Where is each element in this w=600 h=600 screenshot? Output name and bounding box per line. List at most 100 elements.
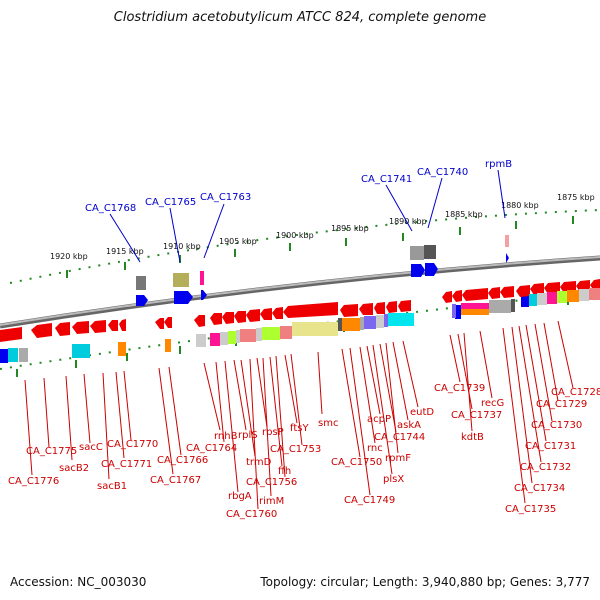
gene-label[interactable]: acpP xyxy=(367,414,391,425)
gene-arrow[interactable] xyxy=(0,327,22,342)
gene-arrow[interactable] xyxy=(374,302,385,314)
feature-box[interactable] xyxy=(384,314,388,327)
gene-label[interactable]: CA_C1731 xyxy=(525,441,576,452)
feature-box[interactable] xyxy=(236,330,240,343)
feature-box[interactable] xyxy=(505,235,509,247)
gene-label[interactable]: CA_C1756 xyxy=(246,477,297,488)
gene-label[interactable]: CA_C1735 xyxy=(505,504,556,515)
forward-features[interactable] xyxy=(136,235,509,290)
gene-label[interactable]: CA_C1732 xyxy=(520,462,571,473)
gene-label[interactable]: CA_C1737 xyxy=(451,410,502,421)
feature-box[interactable] xyxy=(118,342,126,356)
gene-label[interactable]: ffh xyxy=(278,466,291,477)
gene-label[interactable]: CA_C1770 xyxy=(107,439,158,450)
gene-label[interactable]: rpmB xyxy=(485,159,512,170)
feature-box[interactable] xyxy=(589,288,600,300)
feature-box[interactable] xyxy=(136,276,146,290)
feature-box[interactable] xyxy=(342,318,360,331)
feature-box[interactable] xyxy=(410,246,424,260)
feature-box[interactable] xyxy=(165,339,171,352)
gene-arrow[interactable] xyxy=(530,283,544,295)
gene-arrow[interactable] xyxy=(194,315,205,327)
feature-box[interactable] xyxy=(338,318,342,331)
gene-label[interactable]: CA_C1776 xyxy=(8,476,59,487)
gene-arrow[interactable] xyxy=(72,321,89,334)
feature-box[interactable] xyxy=(280,326,292,339)
gene-arrow[interactable] xyxy=(55,322,70,336)
gene-label[interactable]: CA_C1739 xyxy=(434,383,485,394)
gene-arrow[interactable] xyxy=(544,282,560,294)
gene-label[interactable]: rbgA xyxy=(228,491,252,502)
feature-box[interactable] xyxy=(579,289,589,301)
gene-arrow[interactable] xyxy=(411,264,425,277)
gene-label[interactable]: CA_C1730 xyxy=(531,420,582,431)
gene-label[interactable]: rimM xyxy=(259,496,284,507)
gene-label[interactable]: trmD xyxy=(246,457,272,468)
feature-box[interactable] xyxy=(200,271,204,285)
gene-arrow[interactable] xyxy=(425,263,438,276)
gene-label[interactable]: rplS xyxy=(238,430,258,441)
gene-label[interactable]: smc xyxy=(318,418,338,429)
reverse-genes[interactable] xyxy=(0,279,600,342)
gene-arrow[interactable] xyxy=(398,300,411,312)
gene-label[interactable]: plsX xyxy=(383,474,404,485)
gene-arrow[interactable] xyxy=(90,320,106,333)
gene-label[interactable]: CA_C1728 xyxy=(551,387,600,398)
feature-box[interactable] xyxy=(547,292,557,304)
gene-label[interactable]: CA_C1753 xyxy=(270,444,321,455)
gene-label[interactable]: ftsY xyxy=(290,423,309,434)
gene-arrow[interactable] xyxy=(119,319,126,331)
gene-arrow[interactable] xyxy=(516,285,530,297)
gene-arrow[interactable] xyxy=(210,313,222,325)
gene-label[interactable]: sacB2 xyxy=(59,463,89,474)
feature-box[interactable] xyxy=(452,304,456,318)
feature-box[interactable] xyxy=(196,334,206,347)
feature-box[interactable] xyxy=(376,315,384,328)
feature-box[interactable] xyxy=(364,316,376,329)
gene-arrow[interactable] xyxy=(283,302,338,318)
feature-box[interactable] xyxy=(228,331,236,344)
feature-box[interactable] xyxy=(529,294,537,306)
feature-box[interactable] xyxy=(292,322,338,336)
gene-label[interactable]: CA_C1760 xyxy=(226,509,277,520)
gene-label[interactable]: CA_C1767 xyxy=(150,475,201,486)
gene-arrow[interactable] xyxy=(201,290,207,300)
gene-arrow[interactable] xyxy=(272,307,283,319)
gene-label[interactable]: CA_C1763 xyxy=(200,192,251,203)
feature-box[interactable] xyxy=(360,317,364,330)
feature-box[interactable] xyxy=(8,348,18,362)
gene-block[interactable] xyxy=(0,349,8,363)
gene-block[interactable] xyxy=(455,305,461,319)
feature-box[interactable] xyxy=(173,273,189,287)
feature-box[interactable] xyxy=(19,348,28,362)
gene-label[interactable]: CA_C1750 xyxy=(331,457,382,468)
gene-label[interactable]: recG xyxy=(481,398,504,409)
gene-arrow[interactable] xyxy=(386,301,397,313)
gene-arrow[interactable] xyxy=(155,318,164,329)
gene-arrow[interactable] xyxy=(359,303,373,315)
gene-arrow[interactable] xyxy=(31,323,52,338)
gene-label[interactable]: CA_C1768 xyxy=(85,203,136,214)
gene-arrow[interactable] xyxy=(462,288,488,301)
feature-box[interactable] xyxy=(489,300,511,313)
gene-label[interactable]: rpmF xyxy=(385,453,411,464)
gene-label[interactable]: eutD xyxy=(410,407,434,418)
gene-arrow[interactable] xyxy=(260,308,272,320)
gene-arrow[interactable] xyxy=(452,290,462,302)
feature-box[interactable] xyxy=(388,313,414,326)
feature-box[interactable] xyxy=(262,327,280,340)
feature-box[interactable] xyxy=(461,309,489,315)
gene-block[interactable] xyxy=(521,293,529,307)
gene-arrow[interactable] xyxy=(174,291,193,304)
gene-arrow[interactable] xyxy=(442,291,452,303)
gene-label[interactable]: CA_C1734 xyxy=(514,483,565,494)
gene-label[interactable]: CA_C1740 xyxy=(417,167,468,178)
gene-label[interactable]: kdtB xyxy=(461,432,484,443)
forward-genes[interactable] xyxy=(0,253,529,363)
gene-arrow[interactable] xyxy=(108,320,118,331)
gene-arrow[interactable] xyxy=(488,287,500,299)
gene-arrow[interactable] xyxy=(506,253,509,263)
feature-box[interactable] xyxy=(240,329,256,342)
gene-label[interactable]: CA_C1729 xyxy=(536,399,587,410)
gene-arrow[interactable] xyxy=(164,317,172,328)
